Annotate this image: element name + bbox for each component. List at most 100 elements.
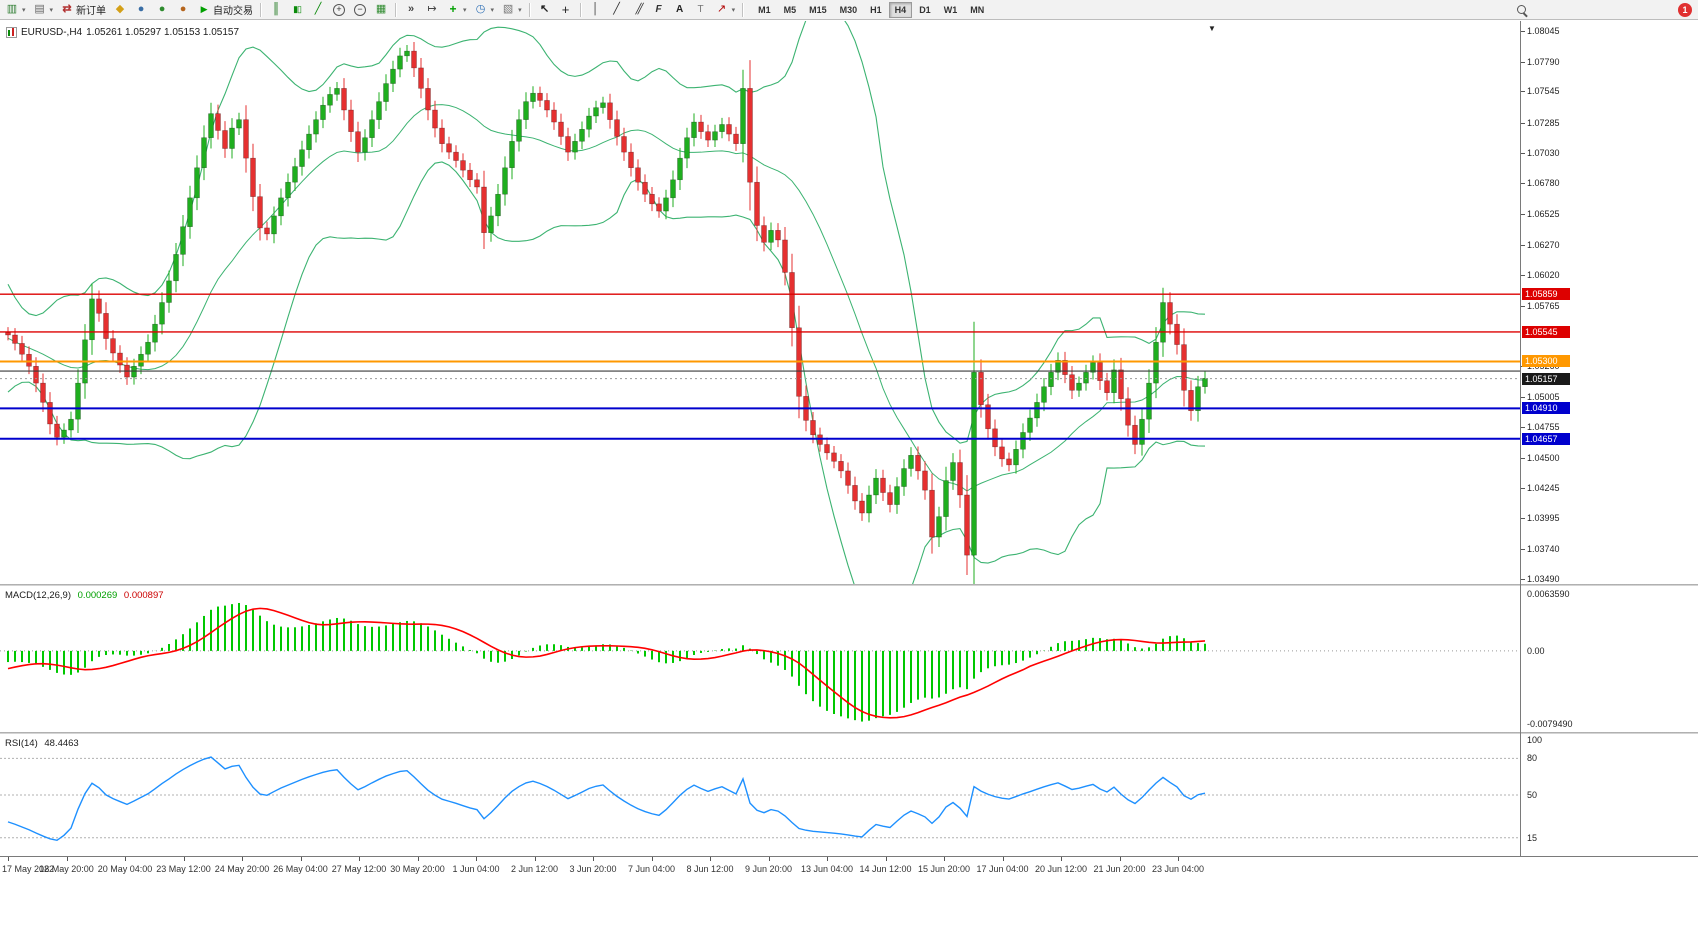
- autotrading-play-icon: [197, 3, 211, 16]
- profiles-icon: [33, 3, 47, 16]
- mql5-button[interactable]: [173, 1, 193, 19]
- candle-body: [145, 341, 151, 355]
- candle-body: [971, 372, 977, 556]
- timeframe-button-m1[interactable]: M1: [752, 2, 777, 18]
- time-tick-mark: [827, 857, 828, 861]
- bar-chart-button[interactable]: [266, 1, 286, 19]
- candle-body: [439, 127, 445, 144]
- candle-body: [866, 494, 872, 514]
- timeframe-button-mn[interactable]: MN: [964, 2, 990, 18]
- rsi-panel[interactable]: [0, 734, 1520, 856]
- price-tick-mark: [1521, 91, 1525, 93]
- text-label-button[interactable]: [691, 1, 711, 19]
- candle-body: [712, 131, 718, 141]
- fibonacci-button[interactable]: [649, 1, 669, 19]
- options-button[interactable]: [131, 1, 151, 19]
- candlestick-chart-button[interactable]: [287, 1, 307, 19]
- candle-body: [96, 298, 102, 314]
- autotrading-button[interactable]: 自动交易: [194, 1, 256, 19]
- timeframe-button-w1[interactable]: W1: [938, 2, 964, 18]
- trendline-button[interactable]: [607, 1, 627, 19]
- candle-body: [985, 404, 991, 430]
- chart-title: EURUSD-,H4 1.05261 1.05297 1.05153 1.051…: [6, 27, 239, 38]
- candle-body: [404, 50, 410, 57]
- time-label: 3 Jun 20:00: [569, 864, 617, 874]
- candle-body: [460, 160, 466, 171]
- metaeditor-icon: [113, 3, 127, 16]
- candle-body: [572, 141, 578, 153]
- templates-button[interactable]: [498, 1, 525, 19]
- candle-body: [152, 323, 158, 343]
- tile-windows-button[interactable]: [371, 1, 391, 19]
- text-button[interactable]: [670, 1, 690, 19]
- arrows-button[interactable]: [712, 1, 739, 19]
- candle-body: [5, 332, 11, 336]
- candle-body: [355, 131, 361, 153]
- timeframe-button-h4[interactable]: H4: [888, 1, 913, 18]
- candle-body: [719, 124, 725, 132]
- candle-body: [922, 470, 928, 491]
- time-tick-mark: [885, 857, 887, 861]
- candle-body: [999, 446, 1005, 460]
- candle-body: [425, 88, 431, 111]
- bollinger-lower-band: [7, 161, 1206, 584]
- macd-label: MACD(12,26,9) 0.000269 0.000897: [5, 590, 164, 601]
- main-chart-panel[interactable]: [0, 21, 1520, 584]
- price-tick: 1.07545: [1527, 86, 1560, 97]
- toolbar-separator: [395, 2, 398, 17]
- candle-body: [1083, 372, 1089, 384]
- zoom-in-button[interactable]: [329, 1, 349, 19]
- candle-body: [649, 193, 655, 205]
- time-tick-mark: [125, 857, 126, 861]
- crosshair-button[interactable]: [556, 1, 576, 19]
- candle-body: [243, 119, 249, 159]
- vertical-line-button[interactable]: [586, 1, 606, 19]
- candle-body: [593, 107, 599, 117]
- metaeditor-button[interactable]: [110, 1, 130, 19]
- rsi-value: 48.4463: [44, 738, 79, 749]
- rsi-label: RSI(14) 48.4463: [5, 738, 79, 749]
- text-label-icon: [694, 3, 708, 16]
- candle-body: [1020, 432, 1026, 450]
- cursor-button[interactable]: [535, 1, 555, 19]
- options-icon: [134, 3, 148, 16]
- timeframe-button-d1[interactable]: D1: [913, 2, 937, 18]
- time-tick-mark: [1061, 857, 1062, 861]
- timeframe-button-m5[interactable]: M5: [778, 2, 803, 18]
- channel-button[interactable]: [628, 1, 648, 19]
- candle-body: [1160, 302, 1166, 343]
- line-chart-button[interactable]: [308, 1, 328, 19]
- timeframe-button-m30[interactable]: M30: [834, 2, 864, 18]
- profiles-button[interactable]: [30, 1, 57, 19]
- search-icon[interactable]: [1516, 4, 1528, 16]
- new-chart-icon: [5, 3, 19, 16]
- chart-shift-button[interactable]: [422, 1, 442, 19]
- indicators-button[interactable]: [443, 1, 470, 19]
- fullscreen-button[interactable]: [152, 1, 172, 19]
- candle-body: [1062, 359, 1068, 375]
- candle-body: [565, 136, 571, 153]
- new-chart-button[interactable]: [2, 1, 29, 19]
- panel-divider[interactable]: [0, 732, 1698, 734]
- new-order-button[interactable]: 新订单: [57, 1, 109, 19]
- panel-divider[interactable]: [0, 584, 1698, 586]
- candle-body: [397, 55, 403, 70]
- time-axis[interactable]: 17 May 2022 18 May 20:00 20 May 04:00 23 Ma…: [0, 856, 1698, 880]
- toolbar-separator: [260, 2, 263, 17]
- timeframe-button-h1[interactable]: H1: [864, 2, 888, 18]
- zoom-out-button[interactable]: [350, 1, 370, 19]
- notification-badge[interactable]: 1: [1678, 2, 1692, 17]
- candle-body: [173, 254, 179, 282]
- time-tick-mark: [710, 857, 711, 861]
- periods-button[interactable]: [471, 1, 498, 19]
- candle-body: [327, 94, 333, 106]
- auto-scroll-button[interactable]: [401, 1, 421, 19]
- candle-body: [68, 418, 74, 431]
- timeframe-button-m15[interactable]: M15: [803, 2, 833, 18]
- price-axis[interactable]: 1.08045 1.07790 1.07545 1.07285 1.07030 1.067…: [1520, 21, 1697, 856]
- candle-body: [1069, 374, 1075, 391]
- time-label: 17 May 2022: [2, 864, 55, 874]
- scroll-to-end-marker[interactable]: ▼: [1208, 24, 1216, 33]
- macd-panel[interactable]: [0, 586, 1520, 732]
